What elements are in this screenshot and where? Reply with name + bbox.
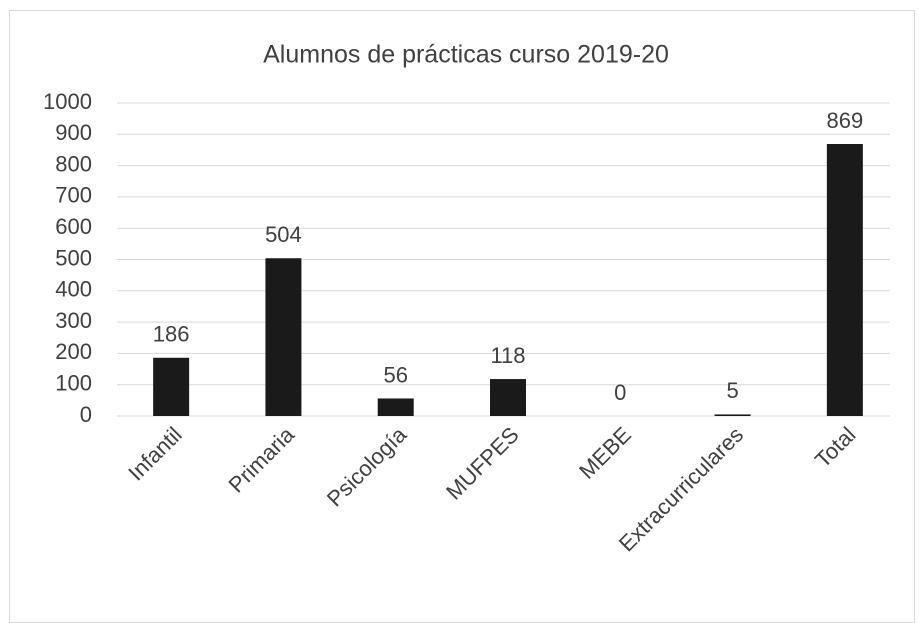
data-label: 504 [265, 222, 302, 247]
y-tick-label: 600 [55, 214, 92, 239]
y-tick-label: 500 [55, 245, 92, 270]
bar [714, 414, 751, 416]
bar [490, 379, 526, 416]
data-label: 0 [614, 380, 626, 405]
y-tick-label: 800 [55, 151, 92, 176]
y-tick-label: 100 [55, 371, 92, 396]
data-label: 5 [726, 378, 738, 403]
bar [265, 258, 302, 416]
data-label: 56 [383, 362, 407, 387]
y-tick-label: 300 [55, 308, 92, 333]
data-label: 869 [826, 108, 863, 133]
data-label: 118 [490, 343, 525, 368]
bar [826, 144, 863, 417]
y-tick-label: 900 [55, 120, 92, 145]
y-tick-label: 1000 [43, 89, 92, 114]
bar [153, 357, 190, 416]
bar [377, 398, 414, 416]
data-label: 186 [153, 322, 190, 347]
y-tick-label: 200 [55, 339, 92, 364]
y-tick-label: 0 [80, 402, 92, 427]
y-tick-label: 400 [55, 277, 92, 302]
chart-border [9, 10, 915, 623]
chart-title: Alumnos de prácticas curso 2019-20 [263, 41, 669, 69]
y-tick-label: 700 [55, 183, 92, 208]
